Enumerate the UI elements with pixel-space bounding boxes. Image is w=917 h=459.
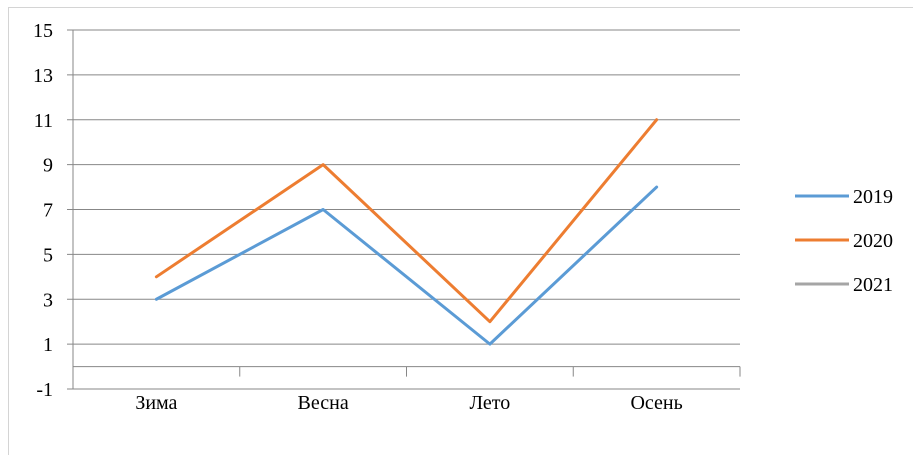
chart-frame [8, 7, 913, 455]
legend-label-2020: 2020 [853, 230, 893, 252]
series-lines [154, 118, 659, 346]
y-tick-label: 15 [33, 20, 53, 42]
x-tick-label: Осень [630, 392, 682, 414]
series-line-2020 [154, 118, 659, 324]
gridlines [73, 29, 740, 390]
y-tick-label: 7 [43, 200, 53, 222]
series-line-2019 [154, 185, 659, 346]
y-tick-label: 13 [33, 65, 53, 87]
legend-label-2021: 2021 [853, 274, 893, 296]
x-tick-label: Зима [135, 392, 177, 414]
y-tick-label: 11 [34, 110, 53, 132]
y-tick-label: 1 [43, 334, 53, 356]
y-tick-label: 3 [43, 289, 53, 311]
y-tick-label: 5 [43, 244, 53, 266]
legend: 2019 2020 2021 [795, 186, 893, 296]
x-tick-label: Лето [469, 392, 510, 414]
x-tick-label: Весна [298, 392, 349, 414]
y-tick-label: -1 [36, 379, 53, 401]
legend-label-2019: 2019 [853, 186, 893, 208]
y-tick-label: 9 [43, 155, 53, 177]
